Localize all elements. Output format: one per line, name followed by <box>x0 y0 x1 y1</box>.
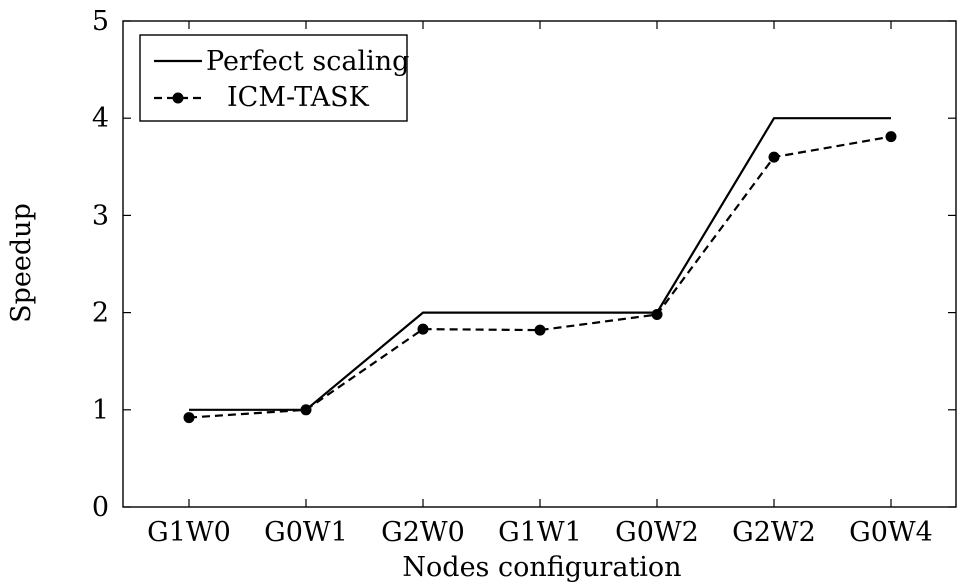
x-tick-label: G0W2 <box>615 517 699 548</box>
y-tick-label: 4 <box>92 103 109 134</box>
data-point-icm-task <box>534 324 546 336</box>
y-tick-label: 3 <box>92 200 109 231</box>
y-tick-label: 1 <box>92 395 109 426</box>
x-tick-label: G1W0 <box>147 517 231 548</box>
data-point-icm-task <box>768 151 780 163</box>
plot-area: 0 1 2 3 4 5 G1W0 G0W1 G2W0 G1W1 G0W2 G2W2 G0W4 <box>92 6 957 548</box>
data-point-icm-task <box>417 323 429 335</box>
y-tick-label: 2 <box>92 298 109 329</box>
x-tick-label: G0W1 <box>264 517 348 548</box>
legend-box <box>139 34 408 122</box>
x-tick-label: G0W4 <box>849 517 933 548</box>
legend-label-icm-task: ICM-TASK <box>227 82 370 113</box>
y-axis-label: Speedup <box>6 203 37 323</box>
x-tick-label: G2W0 <box>381 517 465 548</box>
data-point-icm-task <box>651 309 663 321</box>
data-point-icm-task <box>183 412 195 424</box>
x-tick-label: G2W2 <box>732 517 816 548</box>
legend-marker-icm-task <box>172 92 184 104</box>
x-tick-label: G1W1 <box>498 517 582 548</box>
x-axis-label: Nodes configuration <box>402 552 681 583</box>
legend: Perfect scaling ICM-TASK <box>139 34 409 122</box>
series-line-icm-task <box>188 135 892 419</box>
y-tick-label: 0 <box>92 492 109 523</box>
legend-label-perfect-scaling: Perfect scaling <box>206 46 409 77</box>
y-tick-label: 5 <box>92 6 109 37</box>
data-point-icm-task <box>885 131 897 143</box>
series-line-perfect-scaling <box>189 117 891 411</box>
data-point-icm-task <box>300 404 312 416</box>
